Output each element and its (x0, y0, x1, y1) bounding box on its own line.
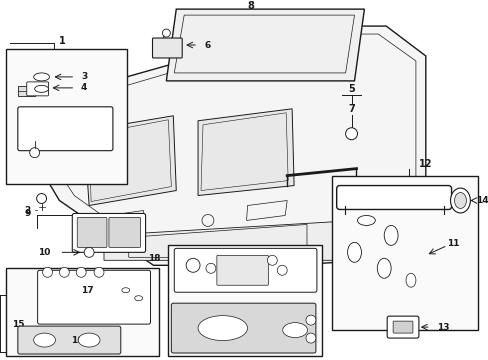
Text: 18: 18 (147, 254, 160, 263)
Circle shape (94, 267, 104, 277)
FancyBboxPatch shape (386, 316, 418, 338)
Ellipse shape (449, 188, 469, 213)
Text: 14: 14 (475, 196, 488, 205)
Text: 11: 11 (447, 239, 459, 248)
FancyBboxPatch shape (171, 303, 315, 353)
Circle shape (84, 247, 94, 257)
Ellipse shape (34, 333, 55, 347)
Text: 7: 7 (347, 104, 354, 114)
FancyBboxPatch shape (174, 248, 316, 292)
Circle shape (76, 267, 86, 277)
FancyBboxPatch shape (109, 217, 141, 247)
Text: 17: 17 (81, 286, 93, 295)
FancyBboxPatch shape (38, 270, 150, 324)
Text: 8: 8 (246, 1, 253, 11)
FancyBboxPatch shape (72, 213, 145, 252)
Circle shape (345, 128, 357, 140)
Text: 19: 19 (209, 324, 222, 333)
Text: 9: 9 (24, 209, 31, 218)
Text: 15: 15 (12, 320, 24, 329)
Polygon shape (198, 109, 293, 195)
Ellipse shape (134, 296, 142, 301)
Ellipse shape (282, 323, 307, 338)
Ellipse shape (35, 85, 48, 93)
Bar (168, 246, 321, 356)
Circle shape (305, 315, 315, 325)
FancyBboxPatch shape (336, 185, 450, 210)
Circle shape (42, 267, 52, 277)
Circle shape (60, 267, 69, 277)
Ellipse shape (34, 73, 49, 81)
Circle shape (277, 265, 286, 275)
FancyBboxPatch shape (77, 217, 107, 247)
FancyBboxPatch shape (18, 107, 113, 151)
Ellipse shape (454, 193, 466, 208)
Circle shape (267, 255, 277, 265)
Polygon shape (84, 116, 176, 206)
Circle shape (37, 194, 46, 203)
Ellipse shape (357, 216, 375, 225)
Bar (6, 268, 159, 356)
Text: 12: 12 (418, 159, 432, 168)
Text: 3: 3 (81, 72, 87, 81)
Polygon shape (104, 220, 356, 260)
Text: 5: 5 (347, 84, 354, 94)
Ellipse shape (377, 258, 390, 278)
FancyBboxPatch shape (18, 326, 121, 354)
Ellipse shape (384, 225, 397, 246)
Polygon shape (18, 86, 35, 96)
Polygon shape (166, 9, 364, 81)
Circle shape (205, 263, 215, 273)
Text: 13: 13 (436, 323, 449, 332)
Text: 16: 16 (71, 336, 83, 345)
Text: 10: 10 (38, 248, 51, 257)
Ellipse shape (347, 242, 361, 262)
Ellipse shape (78, 333, 100, 347)
Text: 1: 1 (59, 36, 65, 46)
Text: 6: 6 (204, 41, 211, 50)
Polygon shape (30, 26, 425, 265)
Ellipse shape (198, 316, 247, 341)
Bar (331, 176, 477, 330)
FancyBboxPatch shape (27, 82, 48, 96)
Text: 4: 4 (81, 84, 87, 93)
Circle shape (162, 29, 170, 37)
Circle shape (186, 258, 200, 272)
Bar (6, 49, 126, 184)
Text: 20: 20 (231, 259, 244, 268)
Text: 2: 2 (24, 206, 31, 215)
FancyBboxPatch shape (216, 255, 268, 285)
Ellipse shape (122, 288, 129, 293)
Circle shape (30, 148, 40, 158)
FancyBboxPatch shape (152, 38, 182, 58)
FancyBboxPatch shape (392, 321, 412, 333)
Circle shape (305, 333, 315, 343)
Ellipse shape (405, 273, 415, 287)
